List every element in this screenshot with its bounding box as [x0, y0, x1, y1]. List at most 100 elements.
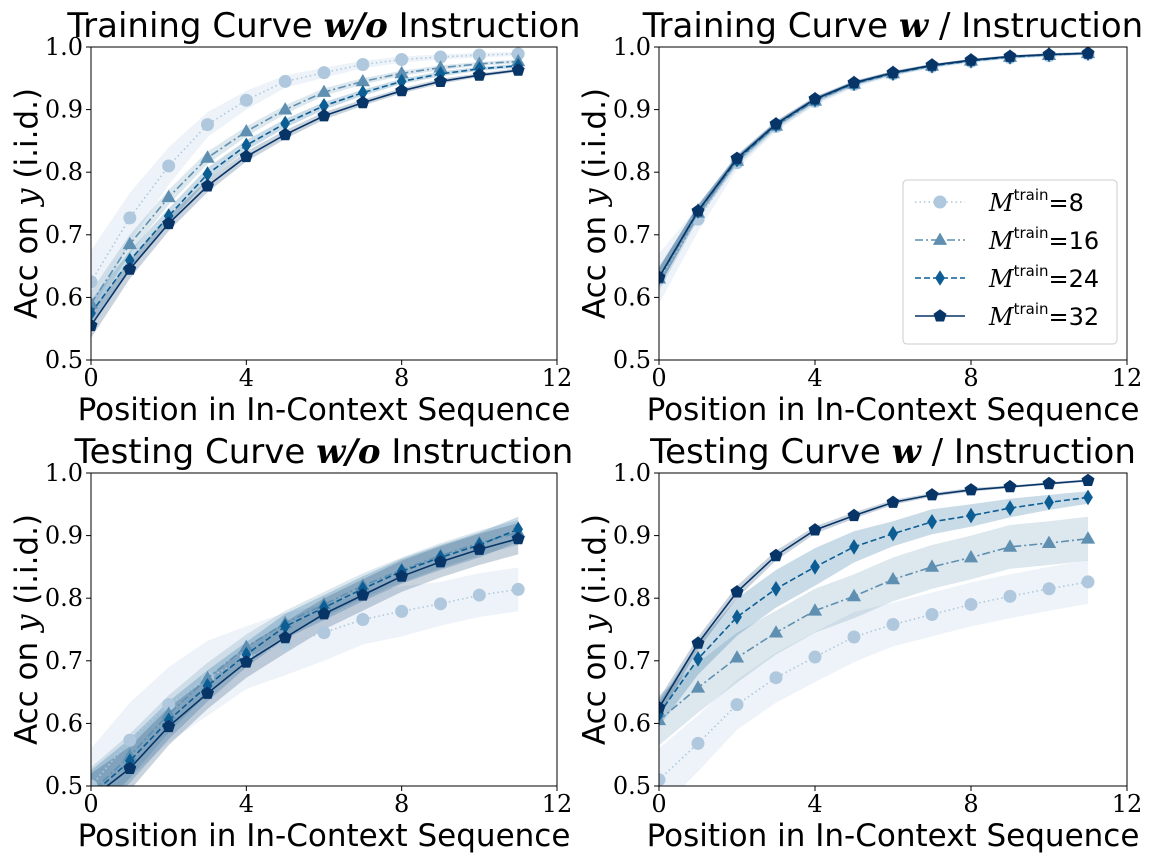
legend-label-sup: train	[1014, 262, 1049, 280]
data-point-32	[395, 84, 409, 97]
y-axis-label: Acc on y (i.i.d.)	[9, 88, 45, 319]
y-axis-label: Acc on y (i.i.d.)	[9, 514, 45, 745]
series-line-24	[100, 528, 519, 786]
data-point-32	[472, 68, 486, 81]
data-point-8	[808, 650, 822, 664]
data-point-32	[769, 548, 783, 562]
data-point-24	[771, 581, 781, 597]
data-point-32	[691, 204, 705, 217]
data-point-32	[730, 151, 744, 164]
x-tick-label: 12	[542, 790, 573, 818]
chart-title: Training Curve w/o Instruction	[66, 6, 580, 46]
data-point-16	[122, 236, 137, 250]
data-point-32	[808, 92, 822, 105]
legend-label-eq: =	[1049, 303, 1069, 331]
data-point-32	[434, 555, 447, 568]
data-point-8	[769, 671, 783, 685]
series-line-16	[96, 531, 519, 786]
confidence-band-8	[91, 567, 519, 786]
data-point-24	[396, 73, 407, 90]
data-point-8	[472, 588, 486, 602]
data-point-32	[847, 508, 861, 522]
y-tick-label: 0.7	[45, 647, 83, 675]
legend-marker-32	[933, 309, 947, 322]
y-tick-label: 0.7	[613, 221, 651, 249]
confidence-band-8	[659, 560, 1088, 786]
title-suffix: / Instruction	[932, 432, 1136, 472]
data-point-16	[91, 296, 99, 309]
y-tick-label: 1.0	[45, 459, 83, 487]
data-point-24	[966, 507, 976, 524]
plot-area	[91, 516, 526, 786]
data-point-32	[162, 719, 176, 733]
title-math: w/o	[316, 432, 380, 472]
data-point-32	[511, 531, 525, 545]
data-point-32	[201, 686, 214, 699]
data-point-8	[395, 604, 409, 618]
x-tick-label: 0	[83, 790, 98, 818]
data-point-16	[807, 603, 823, 616]
data-point-16	[316, 84, 332, 97]
y-tick-label: 0.7	[45, 221, 83, 249]
data-point-24	[927, 514, 937, 530]
data-point-8	[239, 93, 253, 107]
data-point-32	[691, 636, 705, 649]
y-tick-label: 0.6	[45, 709, 83, 737]
y-tick-label: 0.8	[45, 158, 83, 186]
data-point-24	[732, 609, 742, 625]
data-point-8	[659, 773, 666, 786]
title-prefix: Training Curve	[642, 6, 888, 46]
legend-label-base: M	[988, 303, 1015, 331]
confidence-band-24	[91, 63, 519, 326]
data-point-8	[847, 630, 861, 644]
y-tick-label: 0.5	[45, 346, 83, 374]
title-prefix: Training Curve	[66, 6, 312, 46]
series-line-8	[91, 588, 519, 786]
series-line-24	[91, 65, 519, 314]
data-point-8	[123, 211, 137, 225]
data-point-8	[964, 597, 978, 611]
title-prefix: Testing Curve	[74, 432, 306, 472]
data-point-16	[768, 625, 784, 638]
legend-label-eq: =	[1049, 189, 1069, 217]
data-point-8	[511, 582, 525, 596]
data-point-32	[886, 65, 900, 79]
data-point-8	[278, 74, 292, 88]
data-point-8	[691, 736, 705, 750]
chart-title: Testing Curve w / Instruction	[649, 432, 1136, 472]
data-point-8	[91, 779, 98, 786]
x-axis-label: Position in In-Context Sequence	[647, 818, 1140, 854]
y-axis-label: Acc on y (i.i.d.)	[577, 88, 613, 319]
y-tick-label: 0.7	[613, 647, 651, 675]
data-point-24	[1044, 494, 1054, 511]
ylabel-suffix: (i.i.d.)	[9, 514, 45, 605]
legend-label-base: M	[988, 189, 1015, 217]
ylabel-variable: y	[9, 614, 45, 634]
data-point-24	[241, 137, 252, 154]
data-point-24	[280, 115, 290, 132]
data-point-16	[278, 102, 293, 115]
data-point-8	[91, 275, 98, 289]
data-point-32	[730, 585, 744, 598]
data-point-32	[769, 117, 783, 130]
ylabel-suffix: (i.i.d.)	[9, 88, 45, 179]
data-point-32	[317, 607, 331, 620]
confidence-band-16	[91, 59, 519, 317]
y-axis-label: Acc on y (i.i.d.)	[577, 514, 613, 745]
legend-label-base: M	[988, 265, 1015, 293]
data-point-32	[123, 761, 137, 774]
data-point-16	[885, 571, 901, 585]
data-point-8	[201, 118, 214, 132]
legend-label-value: 8	[1069, 189, 1084, 217]
x-tick-label: 0	[651, 364, 666, 392]
data-point-32	[434, 74, 447, 87]
title-suffix: Instruction	[399, 6, 581, 46]
ylabel-suffix: (i.i.d.)	[577, 514, 613, 605]
y-tick-label: 0.8	[613, 158, 651, 186]
data-point-16	[659, 712, 667, 726]
ylabel-variable: y	[9, 188, 45, 208]
x-tick-label: 12	[1112, 364, 1143, 392]
